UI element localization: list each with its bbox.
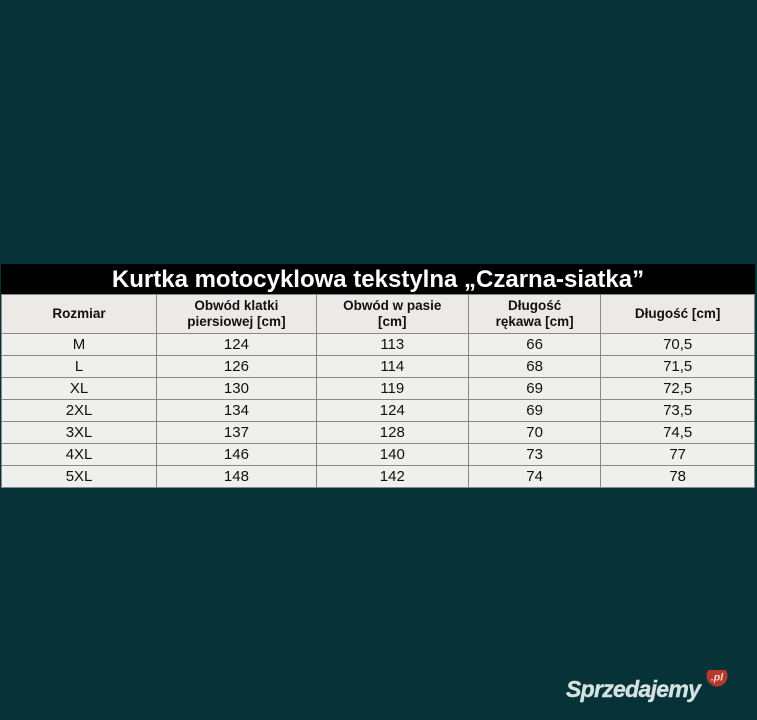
svg-text:.pl: .pl xyxy=(711,672,724,684)
svg-text:Sprzedajemy: Sprzedajemy xyxy=(566,676,702,702)
